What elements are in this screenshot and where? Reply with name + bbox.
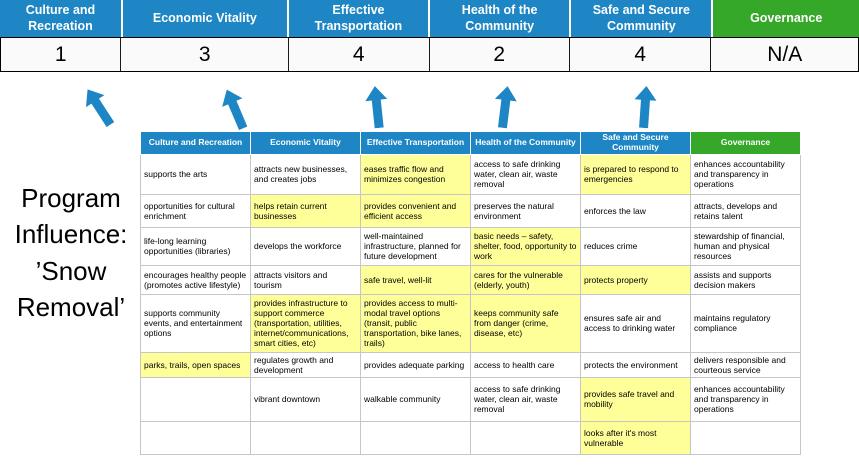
banner-culture-and-recreation: Culture and Recreation <box>0 0 121 37</box>
influence-cell-highlighted: eases traffic flow and minimizes congest… <box>360 153 471 195</box>
influence-cell: stewardship of financial, human and phys… <box>690 226 801 266</box>
influence-cell: protects the environment <box>580 351 691 378</box>
influence-cell-highlighted: helps retain current businesses <box>250 193 361 228</box>
influence-cell: enforces the law <box>580 193 691 228</box>
column-header-safe-and-secure-community: Safe and Secure Community <box>580 131 691 155</box>
column-header-health-of-the-community: Health of the Community <box>470 131 581 155</box>
influence-cell <box>470 420 581 455</box>
score-effective-transportation: 4 <box>288 38 428 71</box>
influence-cell <box>690 420 801 455</box>
influence-cell: encourages healthy people (promotes acti… <box>140 264 251 295</box>
influence-cell-highlighted: protects property <box>580 264 691 295</box>
influence-cell: access to health care <box>470 351 581 378</box>
influence-cell: access to safe drinking water, clean air… <box>470 153 581 195</box>
influence-table: Culture and Recreation Economic Vitality E… <box>140 131 801 455</box>
program-title: Program Influence: ’Snow Removal’ <box>14 183 128 323</box>
influence-cell: maintains regulatory compliance <box>690 293 801 353</box>
influence-cell-highlighted: provides infrastructure to support comme… <box>250 293 361 353</box>
score-culture-and-recreation: 1 <box>54 42 67 66</box>
table-row: supports community events, and entertain… <box>140 293 801 353</box>
influence-cell: delivers responsible and courteous servi… <box>690 351 801 378</box>
influence-cell: reduces crime <box>580 226 691 266</box>
influence-cell: walkable community <box>360 376 471 422</box>
up-arrow-icon <box>362 85 392 129</box>
influence-cell: opportunities for cultural enrichment <box>140 193 251 228</box>
influence-cell: regulates growth and development <box>250 351 361 378</box>
influence-cell: provides adequate parking <box>360 351 471 378</box>
influence-cell-highlighted: keeps community safe from danger (crime,… <box>470 293 581 353</box>
up-arrow-icon <box>631 85 660 129</box>
scoreboard-banner: Culture and Recreation Economic Vitality E… <box>0 0 859 37</box>
influence-cell: well-maintained infrastructure, planned … <box>360 226 471 266</box>
influence-cell-highlighted: is prepared to respond to emergencies <box>580 153 691 195</box>
influence-cell: assists and supports decision makers <box>690 264 801 295</box>
up-arrow-icon <box>490 85 521 130</box>
column-header-culture-and-recreation: Culture and Recreation <box>140 131 251 155</box>
column-header-effective-transportation: Effective Transportation <box>360 131 471 155</box>
banner-economic-vitality: Economic Vitality <box>122 0 287 37</box>
score-health-of-the-community: 2 <box>428 38 569 71</box>
influence-cell: access to safe drinking water, clean air… <box>470 376 581 422</box>
column-header-governance: Governance <box>690 131 801 155</box>
influence-cell-highlighted: provides safe travel and mobility <box>580 376 691 422</box>
influence-cell: vibrant downtown <box>250 376 361 422</box>
influence-cell <box>360 420 471 455</box>
table-row: supports the arts attracts new businesses… <box>140 153 801 195</box>
influence-cell <box>250 420 361 455</box>
banner-effective-transportation: Effective Transportation <box>288 0 429 37</box>
table-row: encourages healthy people (promotes acti… <box>140 264 801 295</box>
up-arrow-icon <box>77 82 122 131</box>
column-header-economic-vitality: Economic Vitality <box>250 131 361 155</box>
score-safe-and-secure-community: 4 <box>568 38 711 71</box>
influence-cell-highlighted: basic needs – safety, shelter, food, opp… <box>470 226 581 266</box>
table-row: life-long learning opportunities (librar… <box>140 226 801 266</box>
influence-cell: attracts visitors and tourism <box>250 264 361 295</box>
table-row: vibrant downtown walkable community access… <box>140 376 801 422</box>
influence-cell: attracts, develops and retains talent <box>690 193 801 228</box>
banner-governance: Governance <box>713 0 859 37</box>
influence-cell-highlighted: parks, trails, open spaces <box>140 351 251 378</box>
influence-cell: preserves the natural environment <box>470 193 581 228</box>
influence-cell-highlighted: provides access to multi-modal travel op… <box>360 293 471 353</box>
table-row: looks after it's most vulnerable <box>140 420 801 455</box>
influence-cell-highlighted: cares for the vulnerable (elderly, youth… <box>470 264 581 295</box>
influence-cell <box>140 376 251 422</box>
influence-cell-highlighted: provides convenient and efficient access <box>360 193 471 228</box>
score-economic-vitality: 3 <box>120 38 288 71</box>
influence-cell: attracts new businesses, and creates job… <box>250 153 361 195</box>
table-row: parks, trails, open spaces regulates grow… <box>140 351 801 378</box>
table-header-row: Culture and Recreation Economic Vitality E… <box>140 131 801 155</box>
table-row: opportunities for cultural enrichment hel… <box>140 193 801 228</box>
influence-cell <box>140 420 251 455</box>
score-row: 1 3 4 2 4 N/A <box>0 37 859 72</box>
influence-cell: life-long learning opportunities (librar… <box>140 226 251 266</box>
banner-health-of-the-community: Health of the Community <box>430 0 570 37</box>
influence-cell: supports community events, and entertain… <box>140 293 251 353</box>
score-governance: N/A <box>710 38 858 71</box>
influence-cell: enhances accountability and transparency… <box>690 153 801 195</box>
up-arrow-icon <box>215 85 255 134</box>
banner-safe-and-secure-community: Safe and Secure Community <box>571 0 712 37</box>
influence-cell: develops the workforce <box>250 226 361 266</box>
influence-cell: enhances accountability and transparency… <box>690 376 801 422</box>
influence-cell-highlighted: looks after it's most vulnerable <box>580 420 691 455</box>
influence-cell-highlighted: safe travel, well-lit <box>360 264 471 295</box>
influence-cell: supports the arts <box>140 153 251 195</box>
influence-cell: ensures safe air and access to drinking … <box>580 293 691 353</box>
